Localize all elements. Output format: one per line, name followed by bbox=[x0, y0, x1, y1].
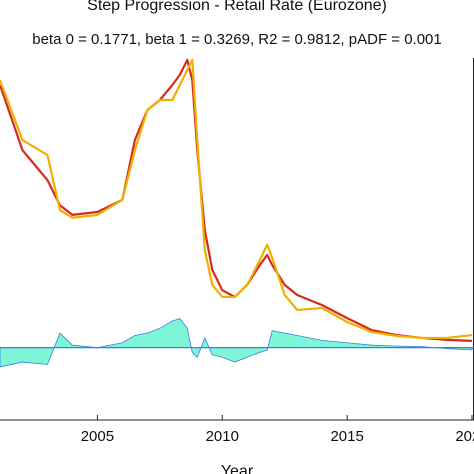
residual-area bbox=[0, 318, 473, 368]
x-tick-label: 2010 bbox=[206, 428, 239, 445]
x-tick-label: 2020 bbox=[455, 428, 474, 445]
x-tick-label: 2015 bbox=[330, 428, 363, 445]
chart-title: Step Progression - Retail Rate (Eurozone… bbox=[87, 0, 387, 14]
chart-subtitle: beta 0 = 0.1771, beta 1 = 0.3269, R2 = 0… bbox=[32, 31, 441, 48]
line bbox=[0, 58, 473, 342]
line bbox=[0, 58, 473, 340]
x-tick-label: 2005 bbox=[81, 428, 114, 445]
x-axis-label: Year bbox=[221, 463, 254, 474]
